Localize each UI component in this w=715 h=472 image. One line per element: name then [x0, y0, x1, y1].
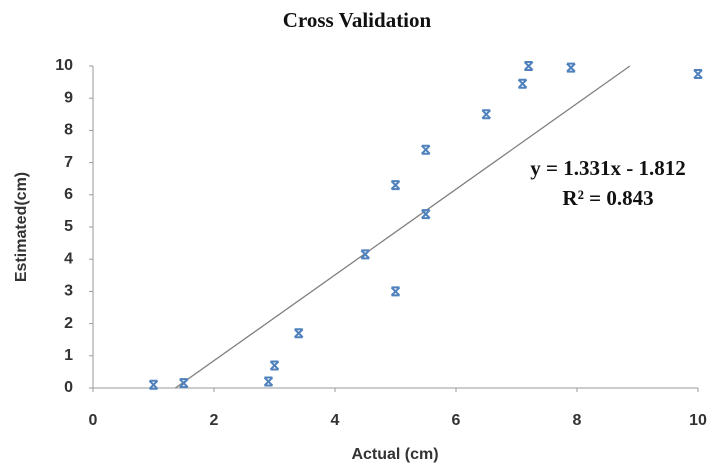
- x-axis-label: Actual (cm): [351, 446, 438, 463]
- point: [421, 144, 431, 155]
- point: [360, 249, 370, 260]
- point: [566, 62, 576, 73]
- point: [179, 378, 189, 389]
- point: [693, 69, 703, 80]
- trendline: [174, 65, 631, 389]
- point: [523, 61, 534, 71]
- point: [293, 328, 304, 339]
- point: [148, 379, 159, 390]
- y-tick-label: 10: [55, 57, 73, 74]
- y-tick-label: 4: [64, 250, 73, 267]
- y-tick-label: 7: [64, 154, 73, 171]
- x-tick-label: 2: [210, 412, 219, 429]
- y-tick-label: 6: [64, 186, 73, 203]
- point: [269, 360, 280, 371]
- point: [517, 78, 528, 89]
- x-tick-label: 10: [689, 412, 707, 429]
- y-tick-label: 8: [64, 122, 73, 139]
- y-tick-label: 5: [64, 218, 73, 235]
- chart-title: Cross Validation: [283, 8, 432, 32]
- point: [263, 376, 274, 387]
- point: [390, 286, 401, 297]
- point: [390, 180, 401, 191]
- x-tick-label: 8: [573, 412, 582, 429]
- point: [421, 209, 431, 220]
- x-tick-label: 4: [331, 412, 340, 429]
- y-tick-label: 1: [64, 347, 73, 364]
- point: [481, 109, 491, 120]
- y-tick-label: 3: [64, 283, 73, 300]
- trendline-equation: y = 1.331x - 1.812: [530, 156, 685, 180]
- y-tick-label: 2: [64, 315, 73, 332]
- x-tick-label: 6: [452, 412, 461, 429]
- y-axis-label: Estimated(cm): [13, 172, 30, 282]
- x-tick-label: 0: [89, 412, 98, 429]
- y-tick-label: 0: [64, 379, 73, 396]
- y-tick-label: 9: [64, 89, 73, 106]
- trendline-r2: R² = 0.843: [562, 186, 653, 210]
